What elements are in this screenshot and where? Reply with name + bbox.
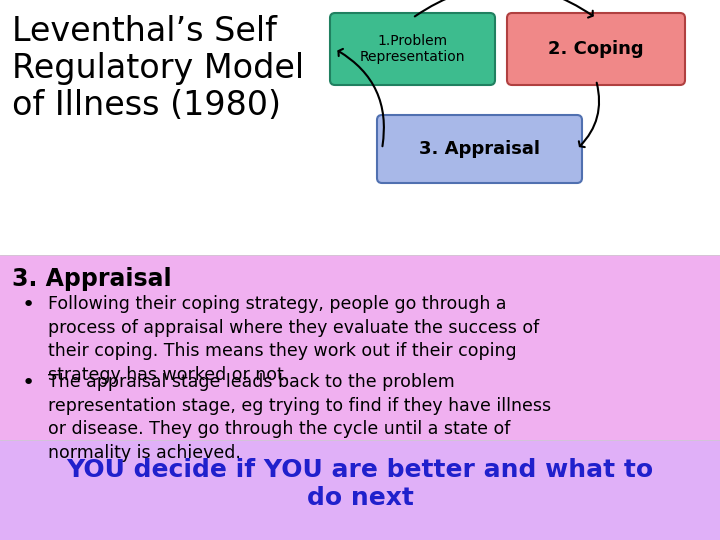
Text: 3. Appraisal: 3. Appraisal bbox=[12, 267, 171, 291]
Text: Leventhal’s Self
Regulatory Model
of Illness (1980): Leventhal’s Self Regulatory Model of Ill… bbox=[12, 15, 304, 122]
Bar bbox=[0, 440, 720, 540]
Text: •: • bbox=[22, 295, 35, 315]
Text: YOU decide if YOU are better and what to: YOU decide if YOU are better and what to bbox=[66, 458, 654, 482]
FancyBboxPatch shape bbox=[377, 115, 582, 183]
Bar bbox=[0, 0, 720, 255]
Text: 2. Coping: 2. Coping bbox=[548, 40, 644, 58]
Text: 1.Problem
Representation: 1.Problem Representation bbox=[360, 34, 465, 64]
Bar bbox=[0, 255, 720, 440]
Text: Following their coping strategy, people go through a
process of appraisal where : Following their coping strategy, people … bbox=[48, 295, 539, 384]
Text: The appraisal stage leads back to the problem
representation stage, eg trying to: The appraisal stage leads back to the pr… bbox=[48, 373, 551, 462]
FancyBboxPatch shape bbox=[507, 13, 685, 85]
Text: do next: do next bbox=[307, 486, 413, 510]
Text: 3. Appraisal: 3. Appraisal bbox=[419, 140, 540, 158]
Text: •: • bbox=[22, 373, 35, 393]
FancyBboxPatch shape bbox=[330, 13, 495, 85]
